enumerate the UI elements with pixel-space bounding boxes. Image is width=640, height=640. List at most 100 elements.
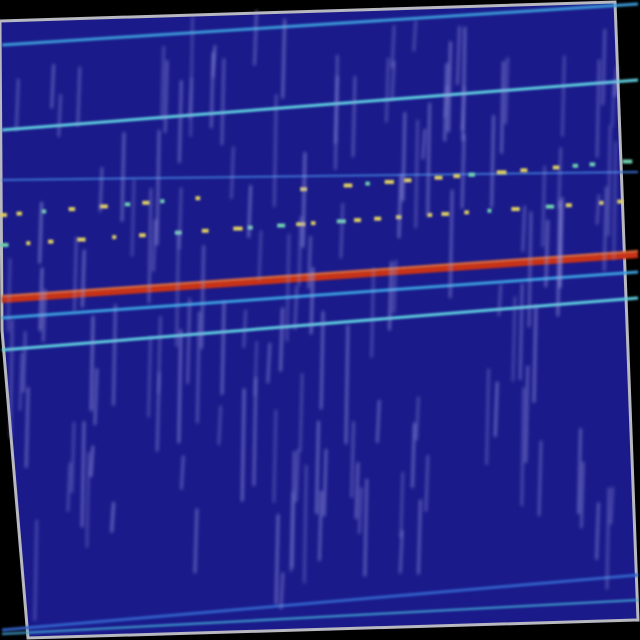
signal-dot <box>496 170 507 175</box>
signal-dot <box>354 218 362 223</box>
signal-dot <box>247 225 253 230</box>
streak <box>189 17 194 137</box>
streak <box>577 428 582 514</box>
signal-dot <box>343 183 353 188</box>
streak <box>511 296 516 382</box>
streak <box>50 64 55 109</box>
streak <box>293 285 298 330</box>
streak <box>152 219 157 272</box>
streak <box>392 260 397 314</box>
streak <box>221 301 226 395</box>
streak <box>449 189 454 299</box>
streak <box>164 60 169 133</box>
streak <box>519 283 524 381</box>
signal-dot <box>68 207 76 212</box>
streak <box>39 267 44 331</box>
signal-dot <box>142 200 150 205</box>
streak <box>57 94 62 138</box>
streak <box>397 174 402 239</box>
streak <box>178 187 183 250</box>
streak <box>370 268 375 358</box>
streak <box>131 179 136 257</box>
streak <box>273 94 278 208</box>
streak <box>447 41 452 133</box>
streak <box>611 80 616 127</box>
streak <box>110 502 115 533</box>
streak <box>415 396 420 441</box>
streak <box>9 319 14 438</box>
streak <box>307 236 312 289</box>
signal-dot <box>552 165 560 170</box>
signal-dot <box>427 212 433 217</box>
streak <box>242 309 247 348</box>
signal-dot <box>139 233 146 238</box>
streak <box>559 197 564 288</box>
streak <box>310 267 315 335</box>
streak <box>7 258 12 333</box>
streak <box>315 420 320 515</box>
signal-dot <box>26 241 31 246</box>
signal-dot <box>464 210 469 215</box>
streak <box>73 236 78 312</box>
streak <box>603 186 608 272</box>
streak <box>71 421 76 493</box>
streak <box>358 487 363 534</box>
upper-cyan-line <box>1 78 639 132</box>
bottom-blue-line <box>1 573 639 632</box>
streak <box>253 341 258 396</box>
streak <box>81 249 86 308</box>
streak <box>66 462 71 512</box>
signal-dot <box>511 207 520 212</box>
signal-dot <box>112 235 117 240</box>
streak <box>241 388 246 502</box>
streak <box>76 66 81 127</box>
streak <box>609 486 614 525</box>
streak <box>532 304 537 403</box>
streak <box>443 63 448 142</box>
streak <box>580 461 585 529</box>
streak <box>323 449 328 517</box>
signal-dot <box>434 175 443 180</box>
signal-dot <box>565 203 572 208</box>
streak <box>295 449 300 503</box>
streak <box>363 478 368 577</box>
streak <box>156 372 161 452</box>
signal-dot <box>599 200 604 205</box>
signal-dot <box>16 211 23 216</box>
streak <box>605 487 610 590</box>
streak <box>196 311 201 424</box>
streak <box>247 185 252 238</box>
signal-dot <box>201 228 209 233</box>
streak <box>18 352 23 411</box>
streak <box>350 421 355 498</box>
signal-dot <box>0 213 7 217</box>
streak <box>414 119 419 229</box>
streak <box>521 205 526 252</box>
streak <box>279 307 284 372</box>
streak <box>504 57 509 125</box>
streak <box>344 324 349 445</box>
streak <box>527 211 532 328</box>
signal-dot <box>311 221 316 226</box>
streak <box>456 26 461 85</box>
streak <box>15 78 20 131</box>
streak <box>524 365 529 463</box>
streak <box>303 464 308 584</box>
streak <box>89 445 94 478</box>
streak <box>38 201 43 264</box>
streak <box>99 167 104 213</box>
signal-dot <box>589 162 596 167</box>
streak <box>485 368 490 465</box>
streak <box>200 245 205 349</box>
streak <box>500 61 505 154</box>
streak <box>177 329 182 444</box>
streak <box>601 28 606 106</box>
streak <box>424 455 429 512</box>
streak <box>596 59 601 158</box>
top-cyan-line <box>1 2 639 47</box>
streak <box>22 331 27 393</box>
signal-dot <box>453 174 461 179</box>
signal-dot <box>468 172 475 177</box>
streak <box>426 102 431 217</box>
